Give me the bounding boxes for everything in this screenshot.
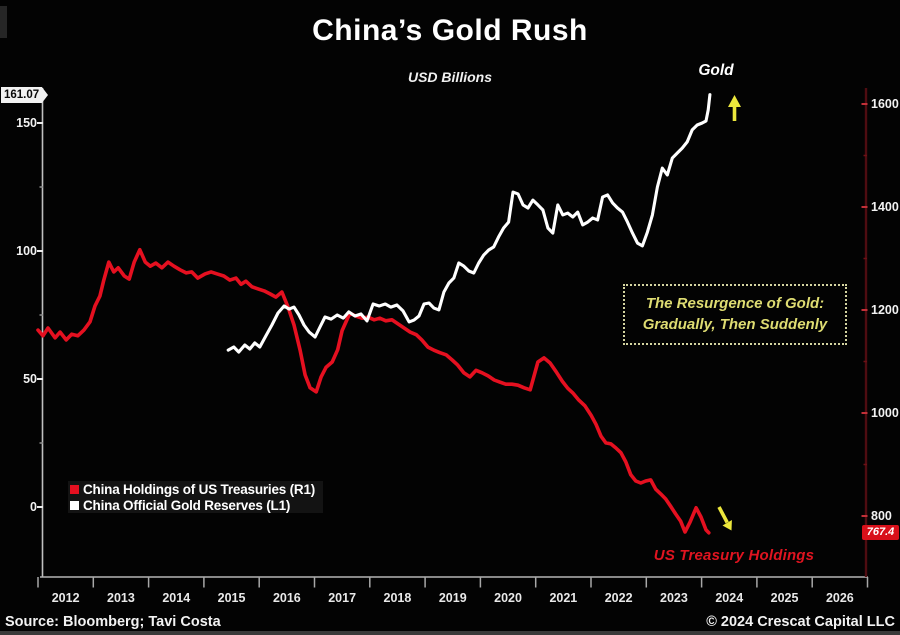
treasuries-last-value-flag: 767.4 xyxy=(862,525,899,540)
x-axis-year-label: 2012 xyxy=(51,591,80,605)
chart-subtitle: USD Billions xyxy=(407,69,492,85)
x-axis-year-label: 2018 xyxy=(383,591,412,605)
x-axis-year-label: 2017 xyxy=(328,591,357,605)
left-axis-tick-label: 100 xyxy=(16,244,37,258)
series-line-treasuries xyxy=(36,247,711,535)
legend: China Holdings of US Treasuries (R1) Chi… xyxy=(68,481,324,513)
right-axis-tick-label: 800 xyxy=(871,509,892,523)
gold-series-label: Gold xyxy=(698,62,734,79)
x-axis-year-label: 2024 xyxy=(715,591,744,605)
callout-line-1: The Resurgence of Gold: xyxy=(645,295,825,312)
left-axis-tick-label: 0 xyxy=(30,500,37,514)
right-axis-tick-label: 1000 xyxy=(871,406,899,420)
treasury-down-arrow-icon xyxy=(717,506,732,531)
left-axis-tick-label: 50 xyxy=(23,372,37,386)
series-lines xyxy=(36,93,712,535)
x-axis-year-label: 2025 xyxy=(770,591,799,605)
x-axis-year-label: 2026 xyxy=(825,591,854,605)
gold-swatch-icon xyxy=(70,500,79,510)
x-axis-year-label: 2019 xyxy=(438,591,467,605)
x-axis-year-label: 2016 xyxy=(272,591,301,605)
series-line-gold xyxy=(226,93,712,354)
video-bar-artifact xyxy=(0,631,900,635)
gold-up-arrow-icon xyxy=(728,95,741,121)
left-axis-tick-label: 150 xyxy=(16,116,37,130)
axis-ticks xyxy=(37,103,869,588)
legend-item-label: China Official Gold Reserves (L1) xyxy=(83,497,291,513)
legend-item-label: China Holdings of US Treasuries (R1) xyxy=(83,481,316,497)
chart-title: China’s Gold Rush xyxy=(312,14,588,47)
screen-artifact xyxy=(0,6,7,38)
gold-last-value-flag: 161.07 xyxy=(1,87,48,103)
resurgence-callout-box: The Resurgence of Gold: Gradually, Then … xyxy=(623,284,847,345)
legend-item-treasuries: China Holdings of US Treasuries (R1) xyxy=(68,481,324,497)
x-axis-year-label: 2015 xyxy=(217,591,246,605)
axes xyxy=(40,88,868,578)
callout-line-2: Gradually, Then Suddenly xyxy=(642,316,828,333)
right-axis-tick-label: 1400 xyxy=(871,200,899,214)
x-axis-year-label: 2021 xyxy=(549,591,578,605)
treasuries-series-label: US Treasury Holdings xyxy=(653,547,815,564)
treasuries-swatch-icon xyxy=(70,484,79,494)
x-axis-year-label: 2022 xyxy=(604,591,633,605)
x-axis-year-label: 2020 xyxy=(494,591,522,605)
x-axis-year-label: 2023 xyxy=(660,591,688,605)
source-credit: Source: Bloomberg; Tavi Costa xyxy=(5,614,221,630)
right-axis-tick-label: 1600 xyxy=(871,97,899,111)
x-axis-year-label: 2013 xyxy=(107,591,135,605)
x-axis-year-label: 2014 xyxy=(162,591,191,605)
right-axis-tick-label: 1200 xyxy=(871,303,899,317)
copyright-notice: © 2024 Crescat Capital LLC xyxy=(706,614,895,630)
legend-item-gold: China Official Gold Reserves (L1) xyxy=(68,497,324,513)
